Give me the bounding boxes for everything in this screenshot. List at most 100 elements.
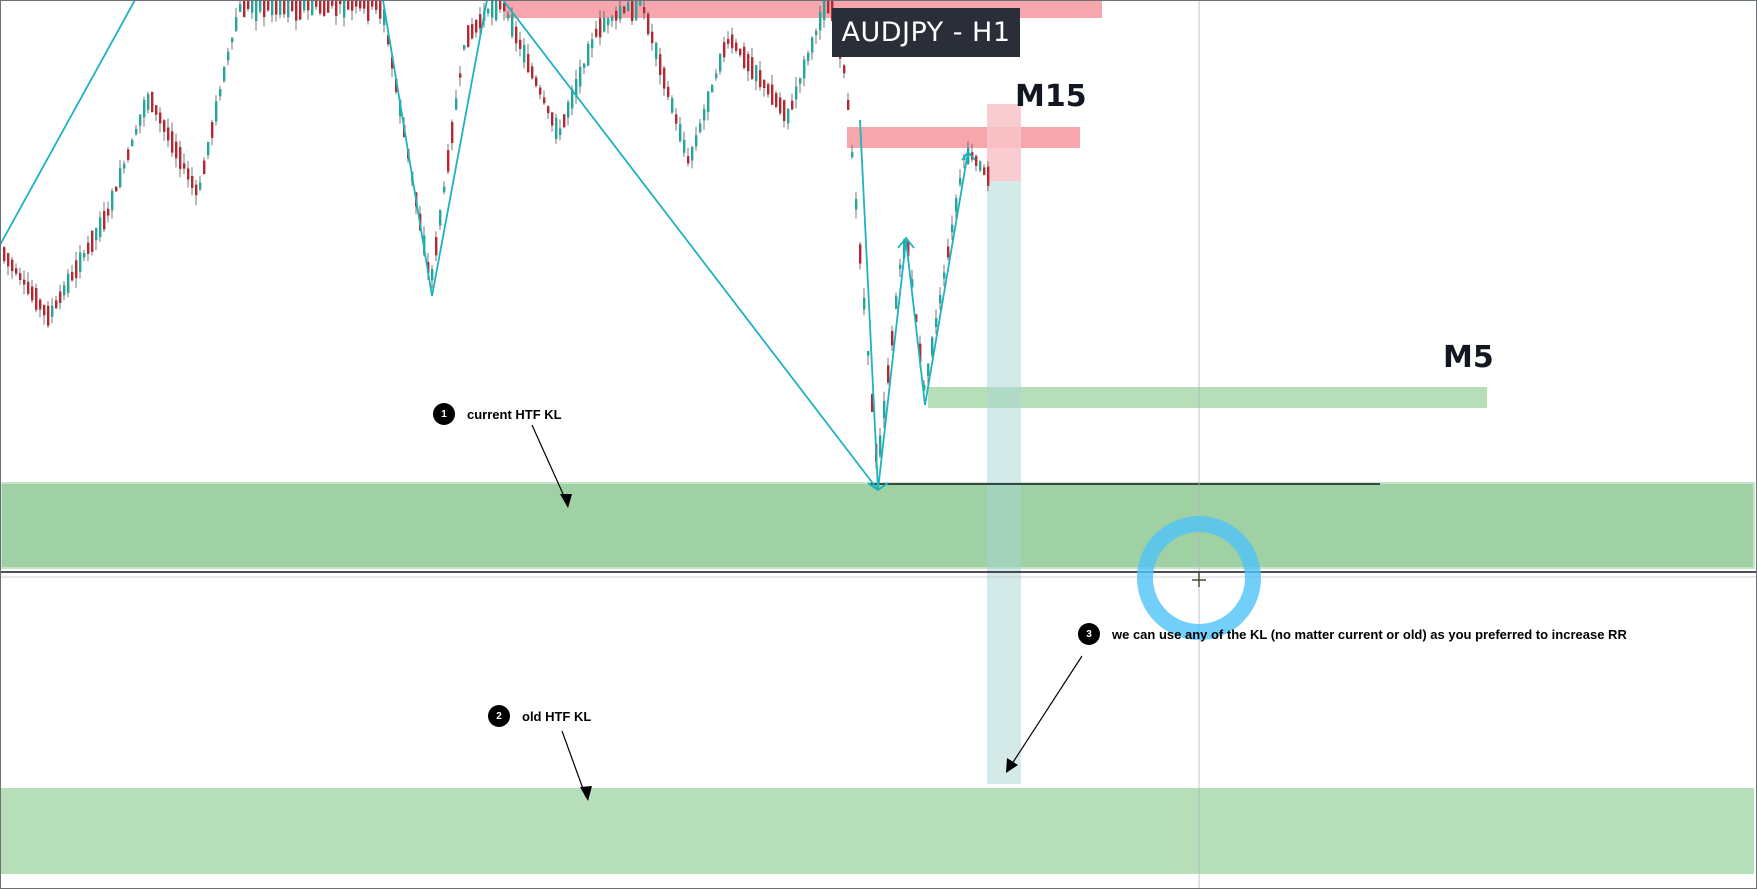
candle bbox=[455, 98, 458, 110]
candle bbox=[627, 2, 630, 12]
candle bbox=[771, 84, 774, 105]
candle bbox=[563, 114, 566, 128]
candle bbox=[87, 242, 90, 254]
current-htf-kl-zone[interactable] bbox=[0, 482, 1755, 569]
candle bbox=[479, 14, 482, 29]
candle bbox=[139, 114, 142, 126]
candle bbox=[559, 128, 562, 136]
candle bbox=[555, 117, 558, 139]
candle bbox=[763, 79, 766, 89]
candle bbox=[751, 57, 754, 79]
old-htf-kl-zone[interactable] bbox=[0, 788, 1754, 874]
candle bbox=[639, 0, 642, 6]
candle bbox=[795, 86, 798, 100]
candle bbox=[267, 0, 270, 11]
candle bbox=[735, 42, 738, 51]
arrow-2-head bbox=[580, 786, 592, 801]
candle bbox=[307, 0, 310, 11]
candle bbox=[551, 112, 554, 126]
candle bbox=[727, 38, 730, 44]
candle bbox=[63, 285, 66, 296]
candle bbox=[55, 300, 58, 309]
candle bbox=[707, 91, 710, 113]
candle bbox=[327, 0, 330, 13]
annotation-1-badge: 1 bbox=[433, 403, 455, 425]
candle bbox=[351, 0, 354, 11]
candle bbox=[571, 88, 574, 109]
annotation-3-text: we can use any of the KL (no matter curr… bbox=[1112, 626, 1627, 642]
candle bbox=[83, 253, 86, 258]
arrow-3-head bbox=[1006, 758, 1018, 773]
candle bbox=[263, 0, 266, 18]
candle bbox=[375, 0, 378, 10]
candle bbox=[943, 272, 946, 279]
candle bbox=[11, 259, 14, 272]
m15-supply-zone[interactable] bbox=[847, 127, 1080, 148]
annotation-1[interactable]: 1 current HTF KL bbox=[433, 403, 562, 425]
candle bbox=[31, 286, 34, 301]
candle bbox=[195, 184, 198, 196]
candle bbox=[799, 78, 802, 84]
zigzag-line-3[interactable] bbox=[502, 0, 879, 491]
candle bbox=[39, 299, 42, 310]
position-stop-area[interactable] bbox=[987, 104, 1021, 181]
candle bbox=[527, 53, 530, 73]
candle bbox=[883, 400, 886, 419]
candle bbox=[95, 228, 98, 241]
candle bbox=[955, 198, 958, 212]
position-target-area[interactable] bbox=[987, 181, 1021, 784]
zigzag-arrow-low bbox=[867, 482, 889, 492]
candle bbox=[687, 156, 690, 164]
candle bbox=[383, 9, 386, 26]
zigzag-line-2[interactable] bbox=[382, 0, 488, 297]
zigzag-line-5[interactable] bbox=[877, 151, 969, 491]
candle bbox=[235, 17, 238, 31]
arrow-3[interactable] bbox=[1007, 655, 1083, 771]
annotation-3[interactable]: 3 we can use any of the KL (no matter cu… bbox=[1078, 623, 1627, 645]
candle bbox=[99, 217, 102, 238]
candle bbox=[303, 0, 306, 11]
candle bbox=[15, 268, 18, 274]
candle bbox=[287, 0, 290, 18]
candle bbox=[815, 30, 818, 36]
candle bbox=[667, 86, 670, 97]
candle bbox=[843, 65, 846, 74]
candle bbox=[207, 142, 210, 156]
candle bbox=[447, 150, 450, 172]
candle bbox=[643, 7, 646, 14]
candle bbox=[811, 37, 814, 53]
chart-title: AUDJPY - H1 bbox=[832, 8, 1020, 57]
candle bbox=[931, 337, 934, 355]
candle bbox=[471, 24, 474, 39]
candle bbox=[179, 147, 182, 169]
candle bbox=[367, 0, 370, 21]
candle bbox=[463, 45, 466, 50]
arrow-1[interactable] bbox=[531, 424, 569, 506]
annotation-2[interactable]: 2 old HTF KL bbox=[488, 705, 591, 727]
candle bbox=[71, 272, 74, 281]
candle bbox=[587, 43, 590, 66]
candle bbox=[655, 42, 658, 60]
candle bbox=[755, 65, 758, 82]
m5-demand-zone[interactable] bbox=[928, 387, 1487, 408]
candle bbox=[607, 18, 610, 26]
annotation-1-text: current HTF KL bbox=[467, 406, 562, 422]
candle bbox=[543, 97, 546, 104]
candle bbox=[499, 0, 502, 10]
candle bbox=[723, 42, 726, 58]
candle bbox=[227, 51, 230, 61]
zigzag-line-1[interactable] bbox=[0, 0, 136, 246]
candle bbox=[47, 305, 50, 326]
candle bbox=[255, 0, 258, 22]
candle bbox=[171, 131, 174, 153]
candle bbox=[531, 66, 534, 79]
candle bbox=[867, 351, 870, 356]
candle bbox=[475, 19, 478, 33]
arrow-2[interactable] bbox=[561, 730, 587, 798]
candle bbox=[631, 0, 634, 22]
candle bbox=[251, 0, 254, 13]
candle bbox=[719, 53, 722, 72]
candle bbox=[863, 297, 866, 310]
zigzag-line-4[interactable] bbox=[859, 119, 879, 491]
